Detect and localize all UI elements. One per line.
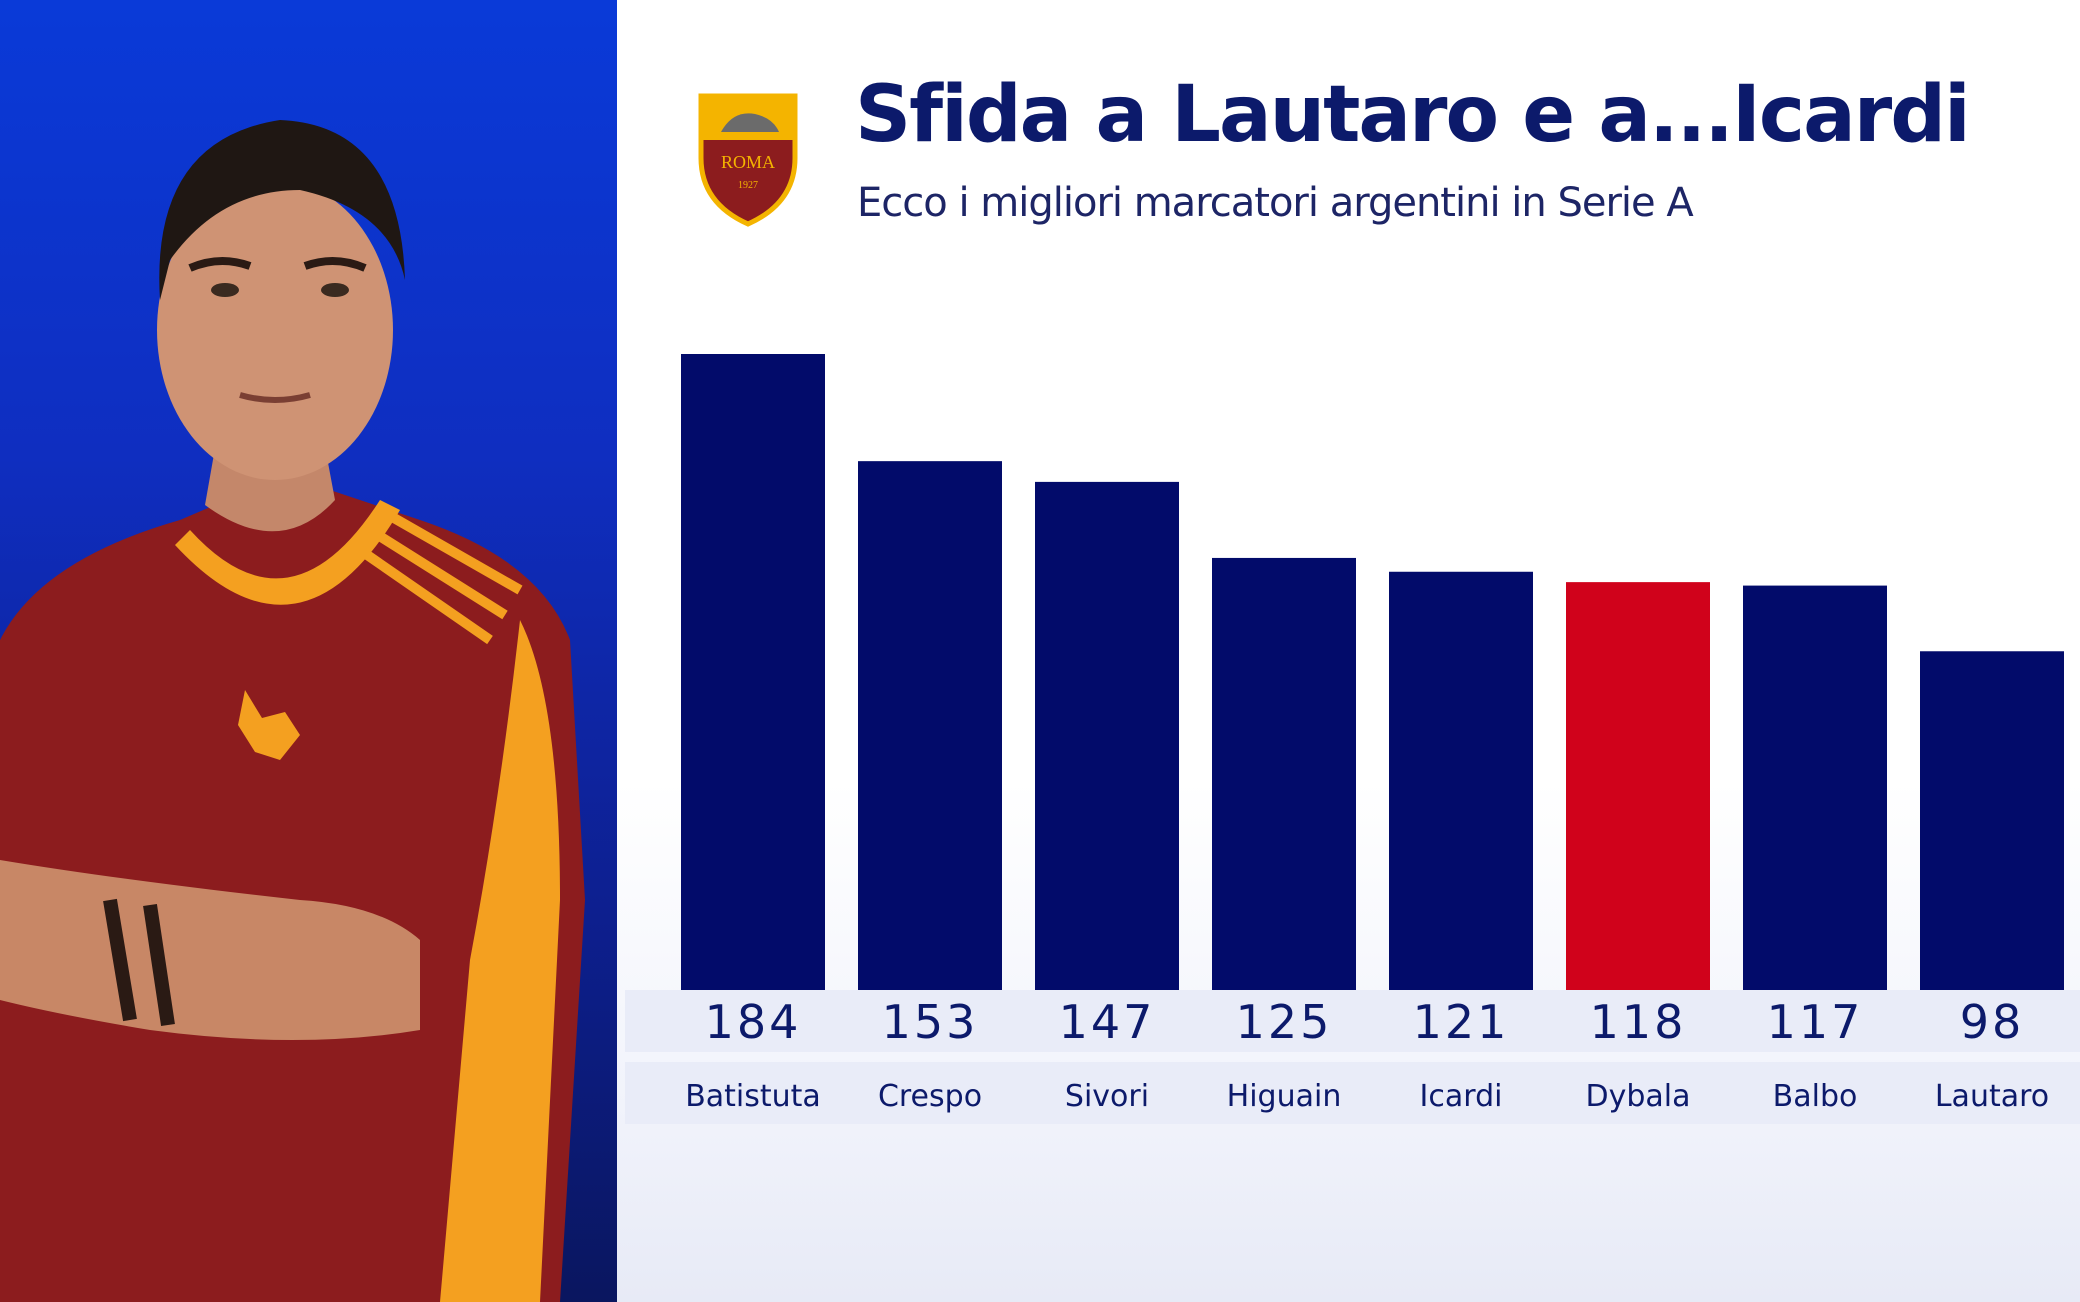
category-label-lautaro: Lautaro <box>1935 1079 2049 1114</box>
value-label-sivori: 147 <box>1059 995 1156 1049</box>
labels-band <box>625 1062 2080 1124</box>
category-label-sivori: Sivori <box>1065 1079 1149 1114</box>
category-labels-group: Batistuta Crespo Sivori Higuain Icardi Dybala… <box>685 1079 2049 1114</box>
category-label-icardi: Icardi <box>1420 1079 1503 1114</box>
category-label-batistuta: Batistuta <box>685 1079 821 1114</box>
bar-sivori <box>1035 481 1179 990</box>
category-label-balbo: Balbo <box>1773 1079 1858 1114</box>
chart-title: Sfida a Lautaro e a...Icardi <box>855 70 1971 160</box>
bar-dybala <box>1566 582 1710 990</box>
bar-crespo <box>858 461 1002 990</box>
category-label-higuain: Higuain <box>1227 1079 1342 1114</box>
bar-lautaro <box>1920 651 2064 990</box>
bar-icardi <box>1389 571 1533 990</box>
value-label-dybala: 118 <box>1590 995 1687 1049</box>
bars-group <box>681 354 2064 990</box>
roma-crest-icon: ROMA 1927 <box>698 93 798 227</box>
value-label-lautaro: 98 <box>1960 995 2025 1049</box>
player-photo-panel <box>0 0 617 1302</box>
value-label-balbo: 117 <box>1767 995 1864 1049</box>
bar-balbo <box>1743 585 1887 990</box>
player-photo <box>0 120 585 1302</box>
value-label-higuain: 125 <box>1236 995 1333 1049</box>
chart-subtitle: Ecco i migliori marcatori argentini in S… <box>857 180 1694 226</box>
value-labels-group: 184 153 147 125 121 118 117 98 <box>705 995 2025 1049</box>
category-label-dybala: Dybala <box>1586 1079 1691 1114</box>
value-label-icardi: 121 <box>1413 995 1510 1049</box>
crest-text: ROMA <box>721 152 775 172</box>
bar-batistuta <box>681 354 825 990</box>
value-label-batistuta: 184 <box>705 995 802 1049</box>
crest-year: 1927 <box>738 180 758 191</box>
bar-higuain <box>1212 557 1356 990</box>
values-band <box>625 990 2080 1052</box>
value-label-crespo: 153 <box>882 995 979 1049</box>
category-label-crespo: Crespo <box>878 1079 982 1114</box>
